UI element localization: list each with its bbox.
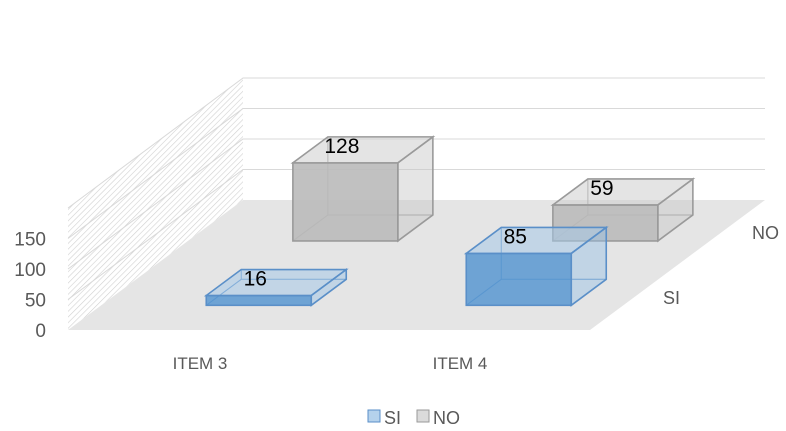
y-tick-label: 150 [14, 230, 46, 251]
depth-axis-labels: SI NO [663, 223, 779, 308]
data-label: 59 [590, 177, 613, 200]
y-tick-label: 100 [14, 260, 46, 281]
bar-front-face [465, 252, 573, 307]
bar-si-item-3 [203, 267, 349, 307]
bar-side-face [397, 135, 434, 243]
bar-side-face [657, 177, 694, 243]
bar-front-face [205, 294, 313, 307]
legend-label: NO [433, 408, 460, 428]
gridlines [67, 77, 765, 300]
legend[interactable]: SI NO [367, 408, 460, 428]
data-labels: 128 59 16 85 [244, 135, 614, 291]
gridline [67, 108, 765, 239]
x-tick-label: ITEM 3 [173, 354, 228, 373]
bars [203, 135, 696, 307]
depth-label: NO [752, 223, 779, 243]
data-label: 128 [324, 135, 359, 158]
depth-label: SI [663, 288, 680, 308]
bar-no-item-3 [290, 135, 436, 243]
y-axis-ticks: 0 50 100 150 [14, 230, 46, 343]
bar-front-face [292, 162, 399, 242]
bar-side-face [310, 267, 348, 307]
legend-label: SI [384, 408, 401, 428]
y-tick-label: 50 [25, 291, 46, 312]
x-tick-label: ITEM 4 [433, 354, 488, 373]
legend-swatch [416, 409, 430, 423]
legend-swatch [367, 409, 381, 423]
gridline [67, 138, 765, 270]
gridline [67, 77, 765, 209]
bar-no-item-4 [550, 177, 696, 243]
bar-side-face [570, 225, 608, 307]
x-axis-categories: ITEM 3 ITEM 4 [173, 354, 488, 373]
data-label: 16 [244, 268, 267, 291]
gridline [67, 169, 765, 300]
bar-si-item-4 [463, 225, 609, 307]
y-tick-label: 0 [35, 321, 46, 342]
data-label: 85 [504, 225, 527, 248]
